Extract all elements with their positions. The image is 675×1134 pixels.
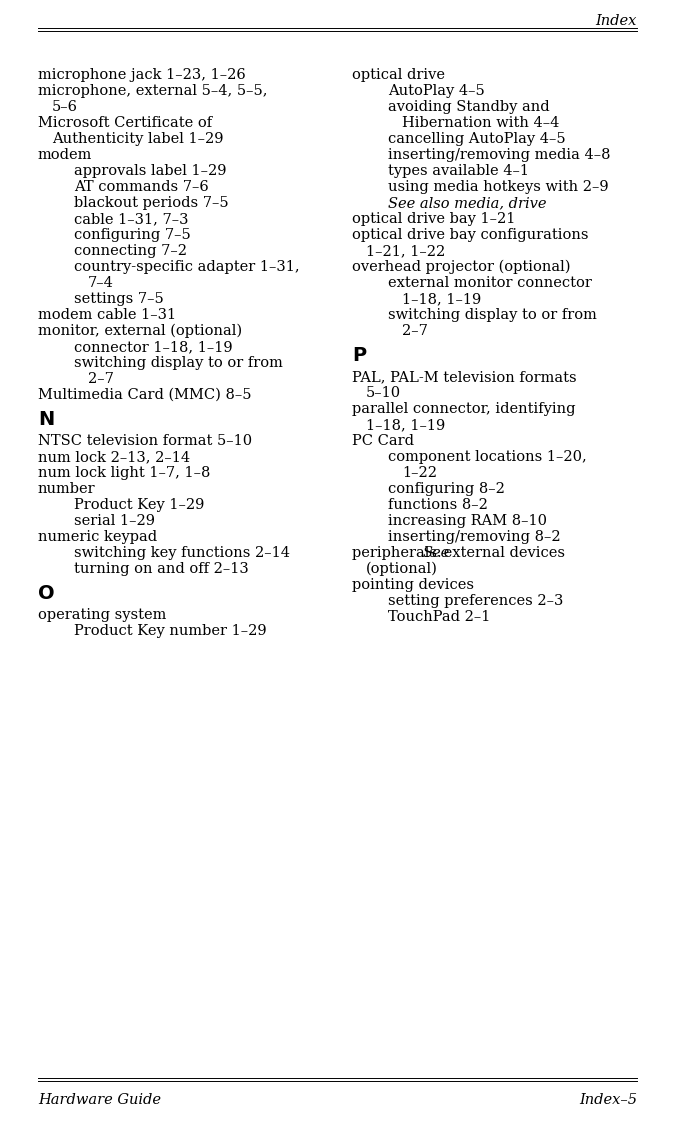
- Text: NTSC television format 5–10: NTSC television format 5–10: [38, 434, 252, 448]
- Text: modem: modem: [38, 149, 92, 162]
- Text: 5–6: 5–6: [52, 100, 78, 115]
- Text: peripherals.: peripherals.: [352, 545, 446, 560]
- Text: turning on and off 2–13: turning on and off 2–13: [74, 562, 249, 576]
- Text: blackout periods 7–5: blackout periods 7–5: [74, 196, 229, 210]
- Text: parallel connector, identifying: parallel connector, identifying: [352, 401, 576, 416]
- Text: Index: Index: [595, 14, 637, 28]
- Text: PC Card: PC Card: [352, 434, 414, 448]
- Text: 5–10: 5–10: [366, 386, 401, 400]
- Text: cancelling AutoPlay 4–5: cancelling AutoPlay 4–5: [388, 132, 566, 146]
- Text: connector 1–18, 1–19: connector 1–18, 1–19: [74, 340, 233, 354]
- Text: Multimedia Card (MMC) 8–5: Multimedia Card (MMC) 8–5: [38, 388, 252, 401]
- Text: 1–22: 1–22: [402, 466, 437, 480]
- Text: inserting/removing media 4–8: inserting/removing media 4–8: [388, 149, 610, 162]
- Text: configuring 7–5: configuring 7–5: [74, 228, 191, 242]
- Text: Hardware Guide: Hardware Guide: [38, 1093, 161, 1107]
- Text: optical drive bay configurations: optical drive bay configurations: [352, 228, 589, 242]
- Text: See: See: [423, 545, 450, 560]
- Text: serial 1–29: serial 1–29: [74, 514, 155, 528]
- Text: number: number: [38, 482, 96, 496]
- Text: Hibernation with 4–4: Hibernation with 4–4: [402, 116, 560, 130]
- Text: switching key functions 2–14: switching key functions 2–14: [74, 545, 290, 560]
- Text: configuring 8–2: configuring 8–2: [388, 482, 505, 496]
- Text: 7–4: 7–4: [88, 276, 114, 290]
- Text: PAL, PAL-M television formats: PAL, PAL-M television formats: [352, 370, 576, 384]
- Text: num lock light 1–7, 1–8: num lock light 1–7, 1–8: [38, 466, 211, 480]
- Text: Microsoft Certificate of: Microsoft Certificate of: [38, 116, 212, 130]
- Text: inserting/removing 8–2: inserting/removing 8–2: [388, 530, 561, 544]
- Text: AT commands 7–6: AT commands 7–6: [74, 180, 209, 194]
- Text: Index–5: Index–5: [579, 1093, 637, 1107]
- Text: avoiding Standby and: avoiding Standby and: [388, 100, 549, 115]
- Text: external devices: external devices: [439, 545, 566, 560]
- Text: O: O: [38, 584, 55, 603]
- Text: P: P: [352, 346, 366, 365]
- Text: switching display to or from: switching display to or from: [388, 308, 597, 322]
- Text: 2–7: 2–7: [402, 324, 428, 338]
- Text: microphone jack 1–23, 1–26: microphone jack 1–23, 1–26: [38, 68, 246, 82]
- Text: (optional): (optional): [366, 562, 438, 576]
- Text: operating system: operating system: [38, 608, 166, 623]
- Text: modem cable 1–31: modem cable 1–31: [38, 308, 176, 322]
- Text: numeric keypad: numeric keypad: [38, 530, 157, 544]
- Text: connecting 7–2: connecting 7–2: [74, 244, 187, 259]
- Text: See also media, drive: See also media, drive: [388, 196, 547, 210]
- Text: external monitor connector: external monitor connector: [388, 276, 592, 290]
- Text: types available 4–1: types available 4–1: [388, 164, 529, 178]
- Text: overhead projector (optional): overhead projector (optional): [352, 260, 570, 274]
- Text: functions 8–2: functions 8–2: [388, 498, 488, 511]
- Text: microphone, external 5–4, 5–5,: microphone, external 5–4, 5–5,: [38, 84, 267, 98]
- Text: num lock 2–13, 2–14: num lock 2–13, 2–14: [38, 450, 190, 464]
- Text: Product Key number 1–29: Product Key number 1–29: [74, 624, 267, 638]
- Text: monitor, external (optional): monitor, external (optional): [38, 324, 242, 338]
- Text: using media hotkeys with 2–9: using media hotkeys with 2–9: [388, 180, 609, 194]
- Text: Authenticity label 1–29: Authenticity label 1–29: [52, 132, 223, 146]
- Text: settings 7–5: settings 7–5: [74, 291, 164, 306]
- Text: switching display to or from: switching display to or from: [74, 356, 283, 370]
- Text: setting preferences 2–3: setting preferences 2–3: [388, 594, 564, 608]
- Text: N: N: [38, 411, 54, 429]
- Text: optical drive: optical drive: [352, 68, 445, 82]
- Text: 1–18, 1–19: 1–18, 1–19: [366, 418, 446, 432]
- Text: 1–18, 1–19: 1–18, 1–19: [402, 291, 481, 306]
- Text: pointing devices: pointing devices: [352, 578, 474, 592]
- Text: optical drive bay 1–21: optical drive bay 1–21: [352, 212, 516, 226]
- Text: AutoPlay 4–5: AutoPlay 4–5: [388, 84, 485, 98]
- Text: 1–21, 1–22: 1–21, 1–22: [366, 244, 446, 259]
- Text: TouchPad 2–1: TouchPad 2–1: [388, 610, 490, 624]
- Text: component locations 1–20,: component locations 1–20,: [388, 450, 587, 464]
- Text: increasing RAM 8–10: increasing RAM 8–10: [388, 514, 547, 528]
- Text: approvals label 1–29: approvals label 1–29: [74, 164, 227, 178]
- Text: cable 1–31, 7–3: cable 1–31, 7–3: [74, 212, 188, 226]
- Text: Product Key 1–29: Product Key 1–29: [74, 498, 205, 511]
- Text: country-specific adapter 1–31,: country-specific adapter 1–31,: [74, 260, 300, 274]
- Text: 2–7: 2–7: [88, 372, 114, 386]
